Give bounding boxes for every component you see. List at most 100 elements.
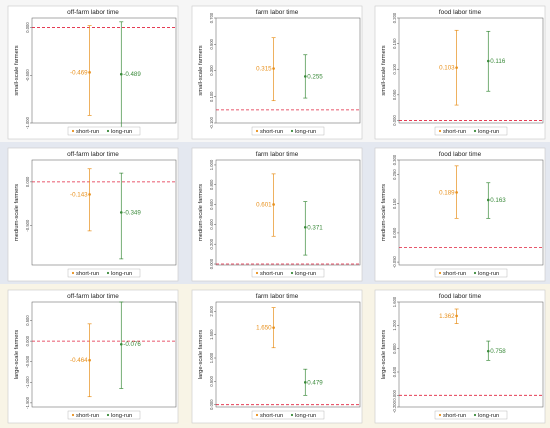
legend-short-run-label: short-run [76, 413, 99, 419]
legend-long-run-label: long-run [295, 129, 316, 135]
y-tick-label: 0.050 [392, 227, 397, 238]
legend-short-run-label: short-run [76, 271, 99, 277]
legend-short-run-marker [71, 413, 75, 417]
legend-long-run-label: long-run [295, 413, 316, 419]
y-axis-label: large-scale farmers [14, 330, 20, 380]
legend-long-run-label: long-run [478, 413, 499, 419]
y-tick-label: 0.000 [392, 115, 397, 126]
legend-box [251, 410, 325, 420]
plot-area [215, 301, 361, 408]
panel-title: off-farm labor time [67, 293, 119, 300]
y-tick-label: -1.500 [25, 396, 30, 409]
short-run-value-label: 0.601 [256, 201, 272, 208]
plot-area [215, 159, 361, 266]
plot-area [31, 17, 177, 124]
y-axis-label: large-scale farmers [381, 330, 387, 380]
legend-long-run-label: long-run [295, 271, 316, 277]
long-run-point [119, 72, 123, 76]
short-run-point [272, 203, 275, 206]
y-tick-label: 0.200 [392, 12, 397, 23]
panel-title: farm labor time [256, 151, 299, 158]
legend-long-run-label: long-run [111, 413, 132, 419]
panel-title: food labor time [439, 9, 482, 16]
y-tick-label: 0.100 [392, 63, 397, 74]
long-run-value-label: -0.349 [123, 209, 141, 216]
y-tick-label: -0.500 [25, 69, 30, 82]
legend-box [251, 268, 325, 278]
legend-short-run-marker [71, 129, 75, 133]
y-tick-label: 1.600 [392, 296, 397, 307]
y-tick-label: 0.500 [25, 315, 30, 326]
long-run-value-label: -0.489 [123, 71, 141, 78]
y-axis-label: small-scale farmers [14, 45, 20, 95]
panel-title: farm labor time [256, 9, 299, 16]
y-axis-label: small-scale farmers [381, 45, 387, 95]
y-tick-label: 0.200 [209, 238, 214, 249]
y-tick-label: 0.400 [209, 218, 214, 229]
long-run-value-label: 0.255 [307, 73, 323, 80]
panel-title: food labor time [439, 151, 482, 158]
short-run-value-label: 0.103 [439, 65, 455, 72]
long-run-point [119, 211, 123, 214]
y-tick-label: 0.000 [25, 176, 30, 187]
y-tick-label: -0.100 [209, 116, 214, 129]
short-run-point [455, 66, 458, 69]
plot-area [398, 301, 544, 408]
legend-box [434, 410, 508, 420]
y-tick-label: 0.050 [392, 89, 397, 100]
panel-title: farm labor time [256, 293, 299, 300]
y-tick-label: 0.000 [25, 22, 30, 33]
y-tick-label: 1.000 [209, 159, 214, 170]
short-run-point [88, 193, 91, 196]
y-tick-label: 0.000 [392, 389, 397, 400]
y-tick-label: -0.050 [392, 255, 397, 268]
long-run-point [486, 59, 490, 63]
legend-long-run-marker [106, 129, 110, 133]
long-run-point [303, 75, 307, 78]
y-tick-label: -0.500 [25, 219, 30, 232]
y-tick-label: 0.000 [209, 258, 214, 269]
short-run-point [455, 314, 458, 318]
short-run-value-label: 1.650 [256, 325, 272, 332]
legend-long-run-marker [106, 413, 110, 417]
legend-long-run-marker [473, 271, 477, 275]
panel-title: off-farm labor time [67, 151, 119, 158]
legend-short-run-label: short-run [260, 271, 283, 277]
legend-long-run-label: long-run [478, 129, 499, 135]
legend-long-run-marker [290, 271, 294, 275]
legend-box [67, 410, 141, 420]
short-run-value-label: 1.362 [439, 313, 455, 320]
y-tick-label: -1.000 [25, 376, 30, 389]
y-tick-label: -0.500 [25, 355, 30, 368]
short-run-point [88, 71, 91, 74]
y-tick-label: 0.000 [209, 399, 214, 410]
y-tick-label: 0.500 [209, 375, 214, 386]
short-run-value-label: -0.464 [70, 357, 88, 364]
plot-area [398, 159, 544, 266]
y-tick-label: -0.200 [392, 400, 397, 413]
y-tick-label: 0.500 [209, 38, 214, 49]
legend-box [434, 268, 508, 278]
legend-box [67, 268, 141, 278]
y-tick-label: 0.100 [209, 91, 214, 102]
legend-long-run-marker [106, 271, 110, 275]
long-run-point [303, 225, 307, 229]
legend-short-run-marker [255, 129, 259, 133]
legend-box [434, 126, 508, 136]
legend-short-run-marker [255, 413, 259, 417]
y-tick-label: 0.400 [392, 366, 397, 377]
long-run-value-label: 0.371 [307, 224, 323, 231]
y-axis-label: medium-scale farmers [198, 184, 204, 241]
y-tick-label: 0.300 [392, 154, 397, 165]
short-run-point [272, 326, 275, 329]
short-run-point [272, 67, 275, 70]
legend-short-run-label: short-run [443, 271, 466, 277]
short-run-point [88, 358, 91, 362]
legend-short-run-label: short-run [443, 413, 466, 419]
panel-title: food labor time [439, 293, 482, 300]
y-tick-label: 0.250 [392, 169, 397, 180]
legend-short-run-label: short-run [76, 129, 99, 135]
legend-short-run-label: short-run [260, 129, 283, 135]
legend-short-run-marker [71, 271, 75, 275]
